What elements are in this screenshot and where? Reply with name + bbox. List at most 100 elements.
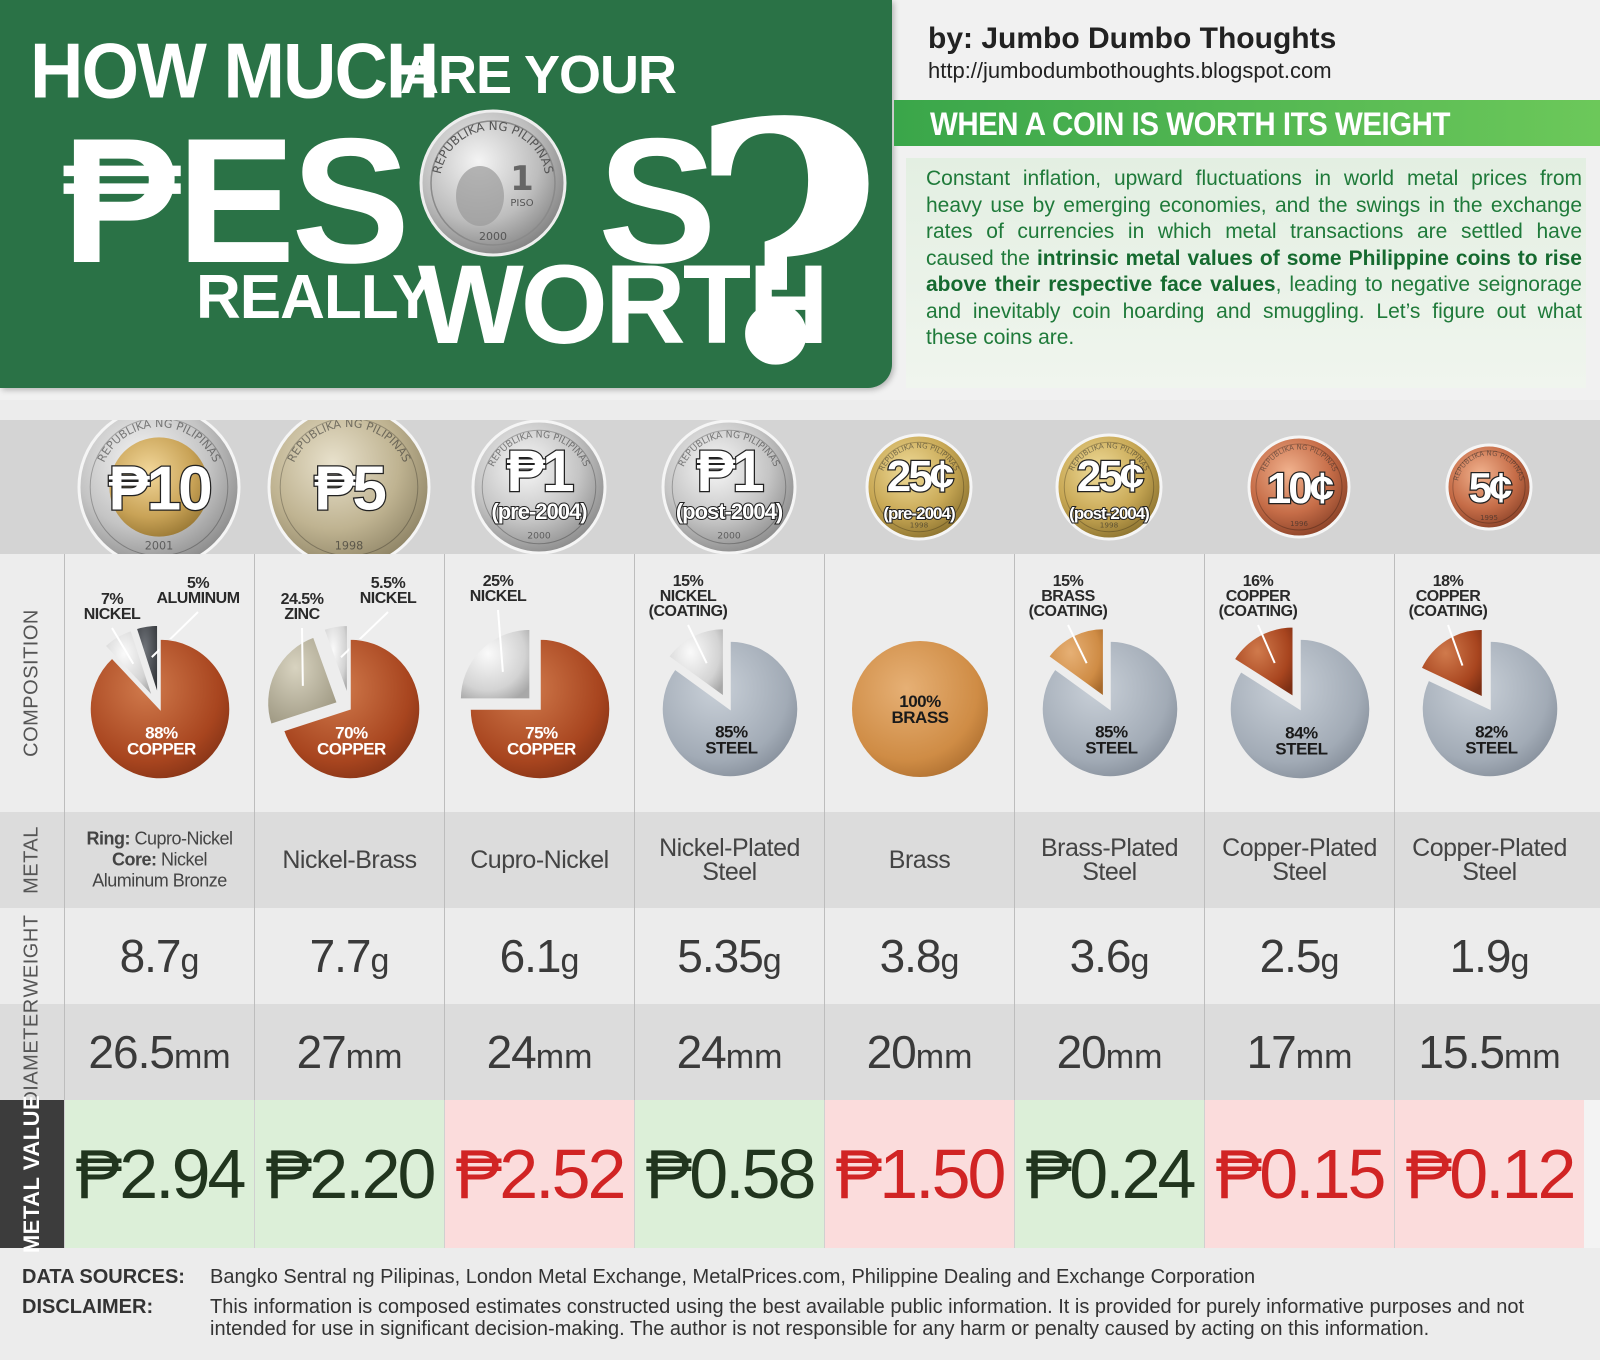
coin-cell: REPUBLIKA NG PILIPINAS 2000 ₱1 (pre-2004) bbox=[444, 419, 634, 555]
title-pesos-start: ₱ES bbox=[62, 101, 410, 300]
diameter-value: 20mm bbox=[1015, 1025, 1204, 1079]
metal-type: Cupro-Nickel bbox=[445, 846, 634, 874]
byline: by: Jumbo Dumbo Thoughts bbox=[928, 22, 1337, 55]
coin-year: 1998 bbox=[910, 521, 929, 530]
weight-number: 1.9 bbox=[1449, 930, 1512, 982]
composition-cell: 24.5% ZINC 5.5% NICKEL 70% COPPER bbox=[254, 554, 444, 812]
coin-rim-ring bbox=[671, 429, 787, 545]
coin-series: (post-2004) bbox=[676, 499, 783, 524]
metal-line-2: Steel bbox=[1272, 858, 1327, 886]
pie-callout-pointer bbox=[1447, 624, 1464, 666]
diameter-unit: mm bbox=[345, 1038, 403, 1076]
core-value: Nickel bbox=[156, 849, 208, 870]
metal-value: ₱0.24 bbox=[1025, 1135, 1197, 1213]
metal-type: Copper-Plated Steel bbox=[1205, 836, 1394, 886]
metal-type: Nickel-Brass bbox=[255, 848, 444, 873]
metal-type: Copper-Plated Steel bbox=[1395, 834, 1584, 886]
title-pesos-end: S bbox=[598, 101, 717, 300]
weight-unit: g bbox=[1320, 942, 1340, 980]
coin-table: REPUBLIKA NG PILIPINAS 2001 ₱10 REPUBLIKA N… bbox=[0, 405, 1600, 1253]
pie-slice bbox=[459, 628, 531, 700]
metal-value: ₱1.50 bbox=[835, 1135, 1007, 1213]
composition-cell: 7% NICKEL 5% ALUMINUM 88% COPPER bbox=[64, 554, 254, 812]
intro-text: Constant inflation, upward fluctuations … bbox=[926, 166, 1582, 352]
coin-rim-ring bbox=[873, 441, 965, 533]
pie-callout-label: NICKEL bbox=[660, 588, 717, 605]
row-label-composition: COMPOSITION bbox=[0, 554, 64, 812]
coin-year: 1998 bbox=[335, 539, 363, 552]
weight-value: 8.7g bbox=[65, 929, 254, 983]
metal-cell: Copper-Plated Steel bbox=[1394, 812, 1584, 908]
weight-value: 1.9g bbox=[1395, 929, 1584, 983]
intro-part-2: , leading to negative seignorage and ine… bbox=[926, 273, 1582, 349]
diameter-value: 15.5mm bbox=[1395, 1025, 1584, 1079]
pie-slice bbox=[1419, 628, 1484, 699]
disclaimer-label: DISCLAIMER: bbox=[22, 1296, 154, 1318]
diameter-value: 20mm bbox=[825, 1025, 1014, 1079]
diameter-cell: 26.5mm bbox=[64, 1004, 254, 1100]
weight-row: WEIGHT 8.7g 7.7g 6.1g 5.35g 3.8g 3.6g 2.5g 1.9g bbox=[0, 908, 1600, 1004]
coin-body bbox=[1445, 443, 1533, 531]
metal-line-1: Copper-Plated bbox=[1412, 834, 1567, 862]
tagline: WHEN A COIN IS WORTH ITS WEIGHT bbox=[930, 106, 1450, 142]
diameter-value: 17mm bbox=[1205, 1025, 1394, 1079]
pie-label: BRASS bbox=[891, 708, 948, 727]
pie-callout-pointer bbox=[497, 609, 504, 672]
metal-line-2: Steel bbox=[702, 858, 757, 886]
coin-cell: REPUBLIKA NG PILIPINAS 2001 ₱10 bbox=[64, 405, 254, 569]
pie-label: 85% bbox=[715, 723, 748, 742]
pie-label: 84% bbox=[1285, 723, 1318, 742]
metal-line-2: Steel bbox=[1462, 858, 1517, 886]
metal-line-1: Brass-Plated bbox=[1040, 834, 1179, 862]
pie-label: 85% bbox=[1095, 723, 1128, 742]
metal-value-cell: ₱2.20 bbox=[254, 1100, 444, 1248]
coin-body bbox=[1247, 435, 1351, 539]
pie-callout-pointer bbox=[111, 627, 135, 665]
pie-label: COPPER bbox=[507, 739, 576, 758]
pie-label: 82% bbox=[1475, 723, 1508, 742]
row-label-weight: WEIGHT bbox=[0, 908, 64, 1004]
title-really: REALLY bbox=[196, 263, 433, 332]
metal-type: Nickel-Plated Steel bbox=[635, 836, 824, 886]
metal-line-2: Steel bbox=[1082, 858, 1137, 886]
pie-label: COPPER bbox=[317, 739, 386, 758]
metal-line-1: Cupro-Nickel bbox=[470, 846, 609, 874]
coin-rim-ring bbox=[1063, 441, 1155, 533]
title-panel: HOW MUCH ARE YOUR ₱ES REPUBLIKA NG PILIP… bbox=[0, 0, 892, 438]
diameter-cell: 15.5mm bbox=[1394, 1004, 1584, 1100]
composition-cell: 16% COPPER (COATING) 84% STEEL bbox=[1204, 554, 1394, 812]
pie-label: STEEL bbox=[1275, 739, 1327, 758]
composition-cell: 15% NICKEL (COATING) 85% STEEL bbox=[634, 554, 824, 812]
diameter-value: 26.5mm bbox=[65, 1025, 254, 1079]
row-label-weight-text: WEIGHT bbox=[20, 914, 43, 998]
metal-type: Ring: Cupro-Nickel Core: Nickel Aluminum B… bbox=[65, 829, 254, 892]
composition-cell: 25% NICKEL 75% COPPER bbox=[444, 554, 634, 812]
metal-line-1: Brass bbox=[888, 846, 951, 874]
weight-unit: g bbox=[762, 942, 782, 980]
intro-box: Constant inflation, upward fluctuations … bbox=[906, 158, 1586, 388]
weight-cell: 5.35g bbox=[634, 908, 824, 1004]
sources-label: DATA SOURCES: bbox=[22, 1266, 185, 1288]
coin-piso: PISO bbox=[510, 198, 533, 209]
weight-cell: 3.8g bbox=[824, 908, 1014, 1004]
coin-denom: 1 bbox=[510, 159, 534, 199]
title-are-your: ARE YOUR bbox=[400, 45, 677, 105]
coin-rim-ring bbox=[481, 429, 597, 545]
weight-number: 2.5 bbox=[1259, 930, 1322, 982]
pie-callout-label: NICKEL bbox=[470, 588, 527, 605]
metal-cell: Nickel-Plated Steel bbox=[634, 812, 824, 908]
weight-cell: 2.5g bbox=[1204, 908, 1394, 1004]
pie-callout-label: 25% bbox=[483, 573, 514, 590]
pie-callout-label: 16% bbox=[1243, 573, 1274, 590]
one-peso-coin-image: REPUBLIKA NG PILIPINAS 1 PISO 2000 bbox=[419, 109, 567, 257]
pie-slice bbox=[135, 624, 159, 696]
pie-callout-pointer bbox=[687, 624, 708, 664]
weight-number: 3.6 bbox=[1069, 930, 1132, 982]
diameter-cell: 24mm bbox=[444, 1004, 634, 1100]
pie-callout-label: 5% bbox=[187, 575, 209, 592]
metal-type: Brass bbox=[825, 846, 1014, 874]
metal-value-cell: ₱2.52 bbox=[444, 1100, 634, 1248]
composition-pie: 25%NICKEL 75%COPPER bbox=[459, 573, 611, 780]
